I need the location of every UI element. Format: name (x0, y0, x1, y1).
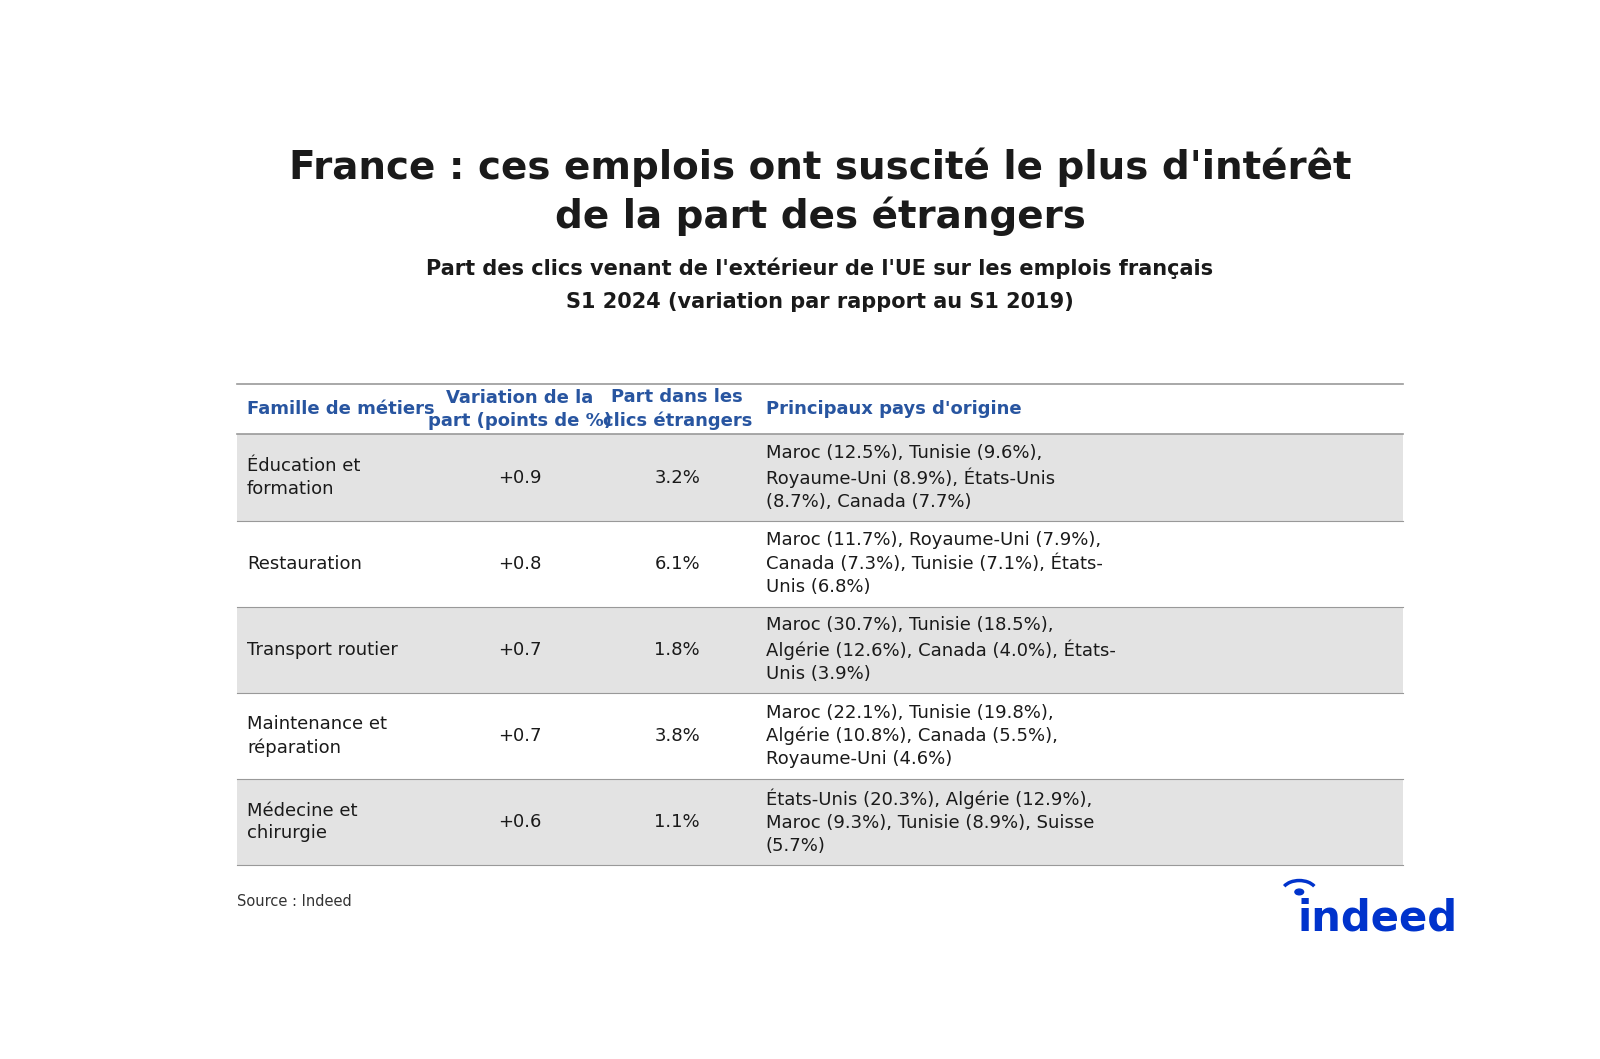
Text: indeed: indeed (1298, 898, 1458, 939)
Text: +0.8: +0.8 (498, 555, 541, 573)
Text: Restauration: Restauration (246, 555, 362, 573)
Text: +0.9: +0.9 (498, 468, 542, 486)
Text: Source : Indeed: Source : Indeed (237, 894, 352, 909)
Text: S1 2024 (variation par rapport au S1 2019): S1 2024 (variation par rapport au S1 201… (566, 292, 1074, 311)
Text: Maroc (22.1%), Tunisie (19.8%),
Algérie (10.8%), Canada (5.5%),
Royaume-Uni (4.6: Maroc (22.1%), Tunisie (19.8%), Algérie … (766, 703, 1058, 768)
Circle shape (1294, 890, 1304, 895)
Text: Maroc (11.7%), Royaume-Uni (7.9%),
Canada (7.3%), Tunisie (7.1%), États-
Unis (6: Maroc (11.7%), Royaume-Uni (7.9%), Canad… (766, 532, 1102, 596)
Text: Médecine et
chirurgie: Médecine et chirurgie (246, 802, 358, 843)
Text: États-Unis (20.3%), Algérie (12.9%),
Maroc (9.3%), Tunisie (8.9%), Suisse
(5.7%): États-Unis (20.3%), Algérie (12.9%), Mar… (766, 789, 1094, 855)
Text: 1.8%: 1.8% (654, 641, 701, 659)
Text: de la part des étrangers: de la part des étrangers (555, 196, 1085, 236)
Text: Famille de métiers: Famille de métiers (246, 400, 435, 418)
Text: +0.7: +0.7 (498, 641, 542, 659)
Text: 6.1%: 6.1% (654, 555, 701, 573)
Text: France : ces emplois ont suscité le plus d'intérêt: France : ces emplois ont suscité le plus… (288, 147, 1352, 187)
Bar (237, 384, 1403, 434)
Text: 3.8%: 3.8% (654, 726, 701, 744)
Text: 1.1%: 1.1% (654, 813, 701, 831)
Text: +0.7: +0.7 (498, 726, 542, 744)
Text: Part dans les
clics étrangers: Part dans les clics étrangers (603, 389, 752, 430)
Text: Maintenance et
réparation: Maintenance et réparation (246, 715, 387, 756)
Text: Transport routier: Transport routier (246, 641, 398, 659)
Text: Maroc (30.7%), Tunisie (18.5%),
Algérie (12.6%), Canada (4.0%), États-
Unis (3.9: Maroc (30.7%), Tunisie (18.5%), Algérie … (766, 616, 1115, 683)
Text: Maroc (12.5%), Tunisie (9.6%),
Royaume-Uni (8.9%), États-Unis
(8.7%), Canada (7.: Maroc (12.5%), Tunisie (9.6%), Royaume-U… (766, 444, 1054, 511)
Text: Éducation et
formation: Éducation et formation (246, 457, 360, 498)
Text: 3.2%: 3.2% (654, 468, 701, 486)
Text: Part des clics venant de l'extérieur de l'UE sur les emplois français: Part des clics venant de l'extérieur de … (427, 257, 1213, 280)
Text: +0.6: +0.6 (498, 813, 541, 831)
Text: Principaux pays d'origine: Principaux pays d'origine (766, 400, 1021, 418)
Text: Variation de la
part (points de %): Variation de la part (points de %) (427, 389, 611, 430)
